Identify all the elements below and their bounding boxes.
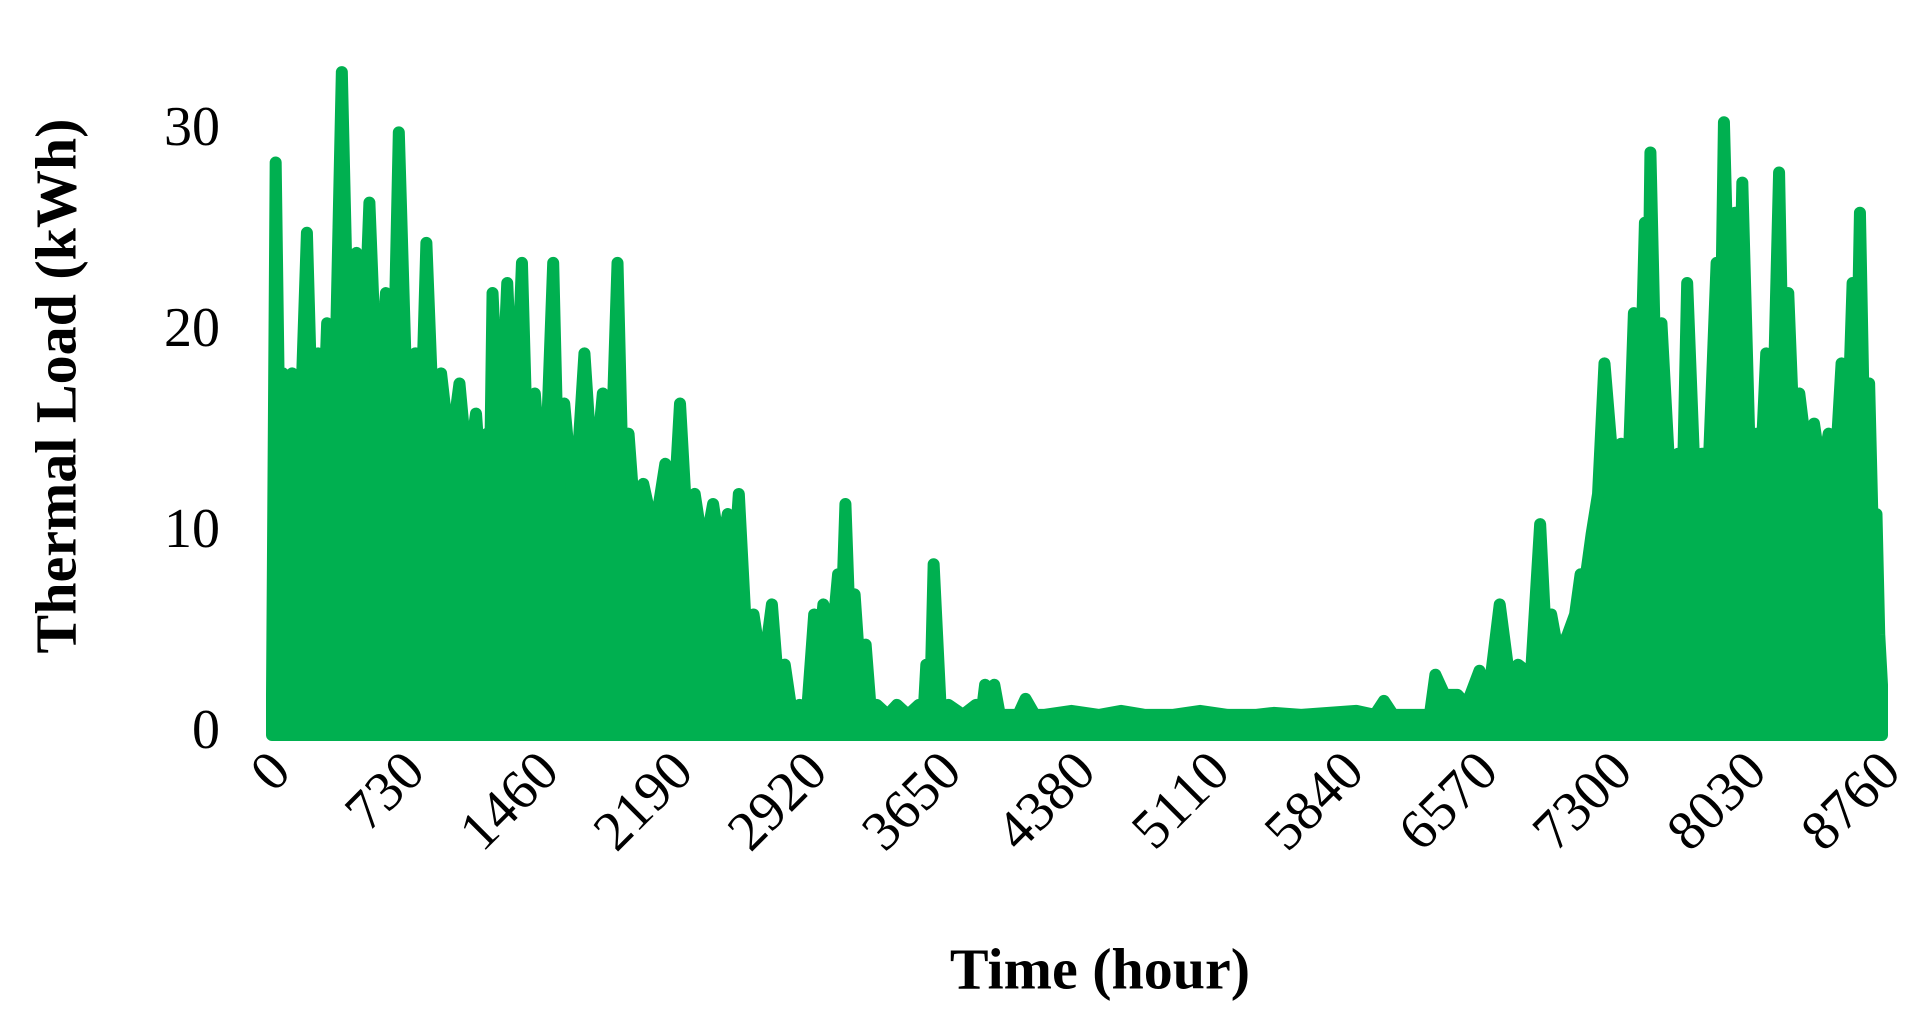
x-tick-label: 1460 [448, 739, 571, 862]
x-tick-label: 4380 [984, 739, 1107, 862]
y-tick-label: 10 [164, 498, 220, 560]
x-axis-title: Time (hour) [950, 936, 1250, 1001]
x-tick-label: 5110 [1120, 739, 1242, 861]
y-axis-title: Thermal Load (kWh) [23, 119, 88, 654]
x-tick-label: 5840 [1253, 739, 1376, 862]
x-tick-label: 2190 [582, 739, 705, 862]
y-tick-label: 30 [164, 96, 220, 158]
x-tick-label: 0 [239, 739, 303, 803]
area [266, 66, 1888, 741]
x-tick-label: 8030 [1655, 739, 1778, 862]
x-tick-label: 3650 [850, 739, 973, 862]
y-tick-label: 0 [192, 699, 220, 761]
x-tick-label: 2920 [716, 739, 839, 862]
x-tick-label: 8760 [1789, 739, 1912, 862]
y-tick-label: 20 [164, 297, 220, 359]
x-tick-label: 6570 [1387, 739, 1510, 862]
x-tick-label: 7300 [1521, 739, 1644, 862]
x-tick-label: 730 [333, 739, 436, 842]
